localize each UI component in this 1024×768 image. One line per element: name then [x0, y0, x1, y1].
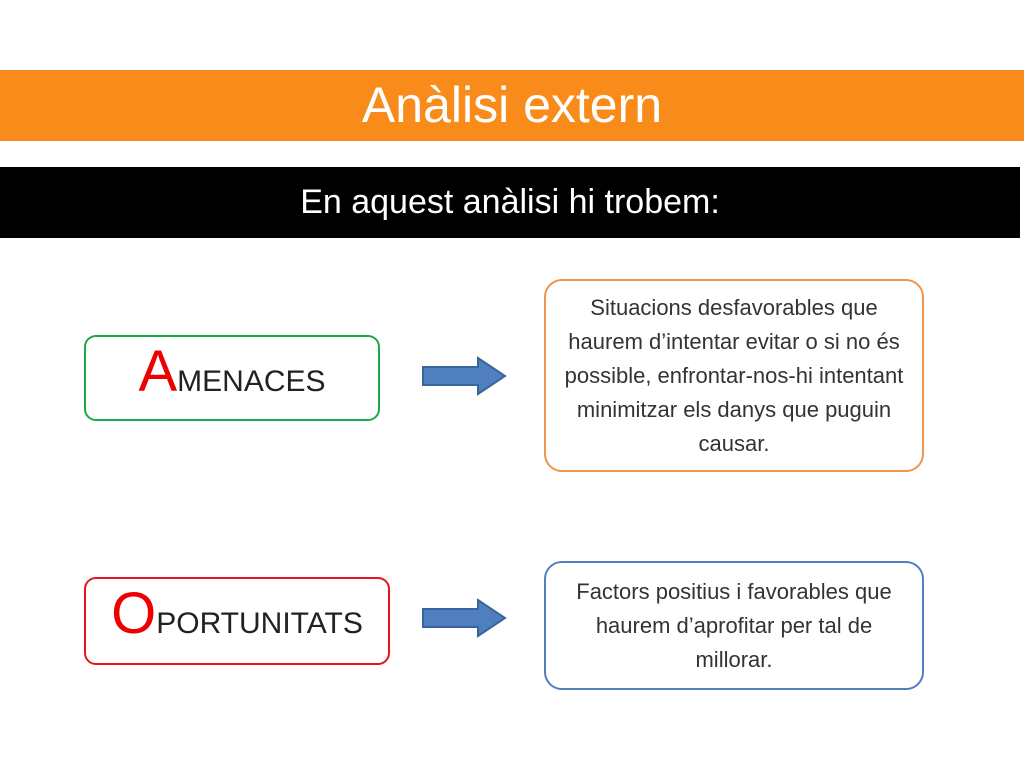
term-amenaces: A MENACES [84, 335, 380, 421]
term-rest: MENACES [177, 365, 326, 398]
arrow-right-icon [422, 598, 507, 638]
term-oportunitats: O PORTUNITATS [84, 577, 390, 665]
slide-title: Anàlisi extern [0, 70, 1024, 141]
slide-subtitle: En aquest anàlisi hi trobem: [0, 167, 1020, 238]
term-initial: O [111, 581, 157, 646]
term-rest: PORTUNITATS [156, 607, 363, 640]
description-amenaces: Situacions desfavorables que haurem d’in… [544, 279, 924, 472]
arrow-right-icon [422, 356, 507, 396]
term-initial: A [138, 339, 178, 404]
description-oportunitats: Factors positius i favorables que haurem… [544, 561, 924, 690]
